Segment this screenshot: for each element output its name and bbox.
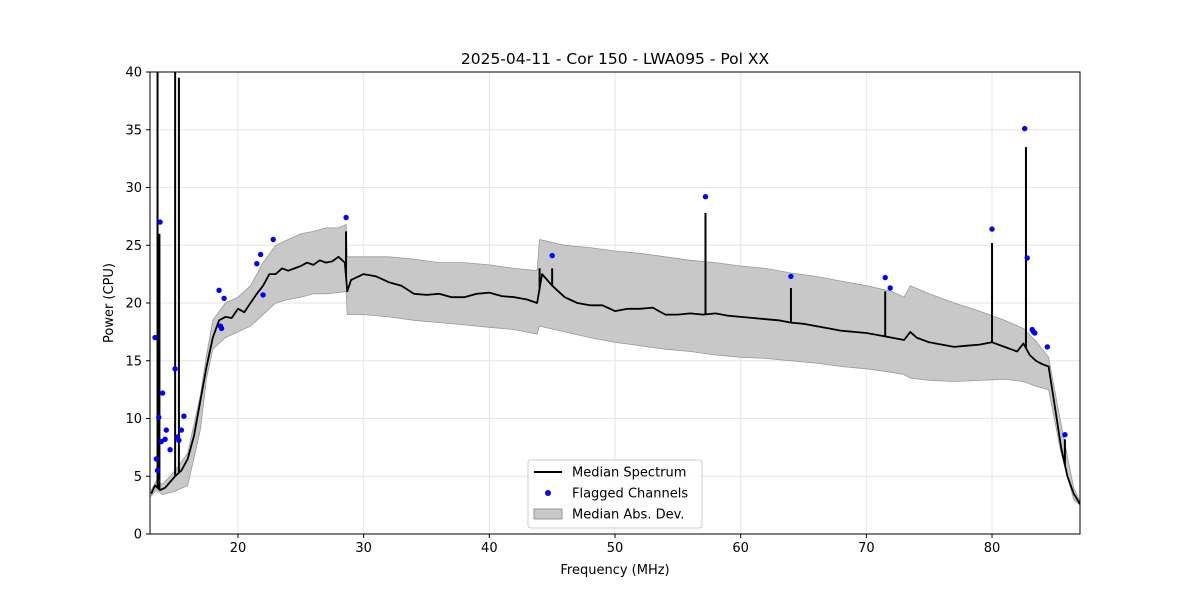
y-tick-label: 0 bbox=[134, 528, 142, 543]
y-axis-ticks: 0 5 10 15 20 25 30 35 40 bbox=[125, 66, 150, 543]
x-tick-label: 50 bbox=[607, 541, 624, 556]
x-tick-label: 80 bbox=[984, 541, 1001, 556]
chart-title: 2025-04-11 - Cor 150 - LWA095 - Pol XX bbox=[461, 50, 770, 68]
y-tick-label: 10 bbox=[125, 412, 142, 427]
x-tick-label: 20 bbox=[230, 541, 247, 556]
flagged-channel-point bbox=[156, 414, 162, 420]
flagged-channel-point bbox=[343, 214, 349, 221]
legend-flagged-marker-swatch bbox=[545, 490, 551, 496]
legend-box bbox=[527, 459, 703, 529]
flagged-channel-point bbox=[159, 390, 166, 396]
y-tick-label: 15 bbox=[125, 354, 142, 369]
y-tick-label: 20 bbox=[125, 297, 142, 312]
x-tick-label: 70 bbox=[858, 541, 875, 556]
flagged-channel-point bbox=[162, 436, 168, 442]
flagged-channel-point bbox=[989, 226, 995, 232]
flagged-channel-point bbox=[1032, 330, 1038, 336]
flagged-channel-point bbox=[152, 334, 158, 341]
flagged-channel-point bbox=[154, 467, 161, 474]
flagged-channel-point bbox=[172, 366, 178, 372]
flagged-channel-point bbox=[788, 273, 794, 280]
flagged-channel-point bbox=[257, 251, 264, 258]
legend-mad-patch-swatch bbox=[533, 508, 563, 520]
flagged-channels-layer bbox=[152, 125, 1068, 474]
legend-median-label: Median Spectrum bbox=[572, 466, 686, 481]
flagged-channel-point bbox=[1024, 255, 1030, 261]
flagged-channel-point bbox=[167, 447, 173, 453]
y-tick-label: 25 bbox=[125, 239, 142, 254]
legend: Median Spectrum Flagged Channels Median … bbox=[527, 459, 703, 529]
flagged-channel-point bbox=[1021, 125, 1028, 132]
y-axis-label: Power (CPU) bbox=[102, 263, 117, 343]
flagged-channel-point bbox=[153, 456, 159, 462]
y-tick-label: 30 bbox=[125, 181, 142, 196]
y-tick-label: 40 bbox=[125, 66, 142, 81]
legend-flagged-label: Flagged Channels bbox=[572, 487, 688, 502]
flagged-channel-point bbox=[1062, 432, 1068, 438]
y-tick-label: 35 bbox=[125, 123, 142, 138]
flagged-channel-point bbox=[181, 413, 187, 419]
x-tick-label: 30 bbox=[355, 541, 372, 556]
flagged-channel-point bbox=[157, 219, 163, 225]
legend-mad-label: Median Abs. Dev. bbox=[572, 508, 684, 523]
x-axis-label: Frequency (MHz) bbox=[560, 563, 669, 578]
x-tick-label: 40 bbox=[481, 541, 498, 556]
flagged-channel-point bbox=[549, 252, 555, 259]
flagged-channel-point bbox=[882, 274, 888, 281]
flagged-channel-point bbox=[218, 325, 225, 332]
flagged-channel-point bbox=[270, 236, 276, 243]
flagged-channel-point bbox=[178, 427, 185, 433]
flagged-channel-point bbox=[176, 437, 182, 444]
y-tick-label: 5 bbox=[134, 470, 142, 485]
flagged-channel-point bbox=[216, 287, 222, 293]
flagged-channel-point bbox=[887, 285, 893, 291]
flagged-channel-point bbox=[221, 295, 227, 302]
flagged-channel-point bbox=[702, 194, 709, 200]
flagged-channel-point bbox=[254, 261, 260, 267]
x-tick-label: 60 bbox=[732, 541, 749, 556]
x-axis-ticks: 20 30 40 50 60 70 80 bbox=[230, 534, 1001, 556]
flagged-channel-point bbox=[260, 292, 266, 298]
flagged-channel-point bbox=[1044, 344, 1051, 350]
flagged-channel-point bbox=[163, 427, 169, 433]
